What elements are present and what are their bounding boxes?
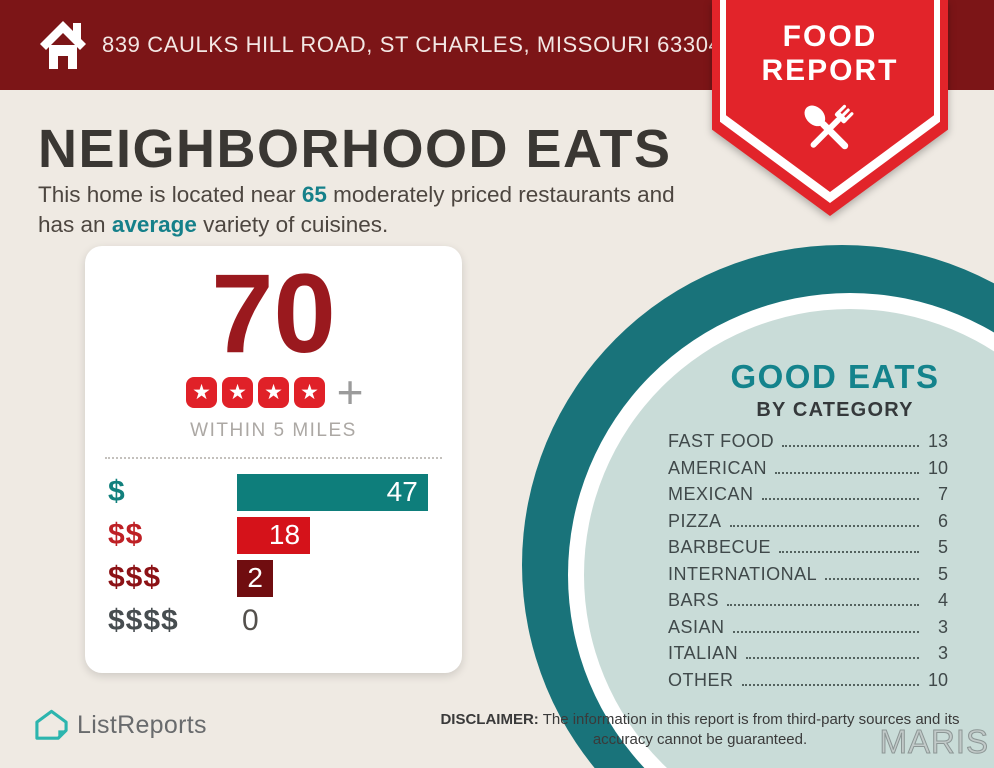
- category-value: 3: [937, 643, 948, 663]
- listreports-house-icon: [35, 709, 68, 740]
- good-eats-subtitle: BY CATEGORY: [756, 399, 914, 421]
- category-label: AMERICAN: [668, 457, 768, 478]
- bar-row: $$ 18: [108, 516, 462, 554]
- good-eats-title: GOOD EATS: [730, 358, 940, 395]
- dotted-leader: [727, 604, 919, 606]
- price-tier-label: $$: [108, 518, 144, 552]
- property-address: 839 CAULKS HILL ROAD, ST CHARLES, MISSOU…: [102, 32, 722, 57]
- radius-label: WITHIN 5 MILES: [190, 419, 357, 441]
- restaurant-count: 65: [301, 182, 327, 207]
- category-value: 10: [927, 457, 948, 478]
- category-row: OTHER 10: [668, 670, 948, 690]
- dotted-leader: [825, 577, 919, 580]
- price-tier-label: $$$$: [108, 604, 179, 638]
- category-row: BARBECUE 5: [668, 537, 948, 557]
- category-row: PIZZA 6: [668, 511, 948, 531]
- bar-row: $$$$ 0: [108, 603, 462, 640]
- disclaimer-text: The information in this report is from t…: [538, 711, 960, 748]
- page-title: NEIGHBORHOOD EATS: [38, 119, 672, 179]
- category-row: BARS 4: [668, 590, 948, 610]
- star-icon: ★: [294, 376, 326, 408]
- dotted-leader: [729, 524, 919, 527]
- category-value: 5: [937, 537, 948, 557]
- bar: 47: [237, 473, 428, 511]
- dotted-leader: [779, 551, 919, 553]
- page-subtitle: This home is located near 65 moderately …: [38, 180, 693, 240]
- star-icon: ★: [222, 376, 254, 408]
- category-value: 10: [927, 669, 948, 690]
- subtitle-text-1: This home is located near: [38, 182, 302, 207]
- category-label: PIZZA: [668, 510, 722, 531]
- listreports-logo: ListReports: [34, 708, 207, 743]
- category-value: 13: [927, 431, 948, 451]
- score-card: 70 ★ ★ ★ ★ + WITHIN 5 MILES $47 $$ 18 $$$ 2 $$$$…: [85, 246, 462, 673]
- good-eats-heading: GOOD EATS BY CATEGORY: [690, 358, 980, 422]
- star-icon: ★: [258, 376, 290, 408]
- star-rating: ★ ★ ★ ★: [184, 376, 328, 408]
- rating-row: ★ ★ ★ ★ +: [85, 366, 462, 418]
- price-tier-label: $$$: [108, 561, 162, 595]
- maris-watermark: MARIS: [879, 723, 989, 761]
- category-label: ITALIAN: [668, 643, 739, 663]
- star-icon: ★: [186, 376, 218, 408]
- dotted-leader: [775, 471, 919, 474]
- variety-highlight: average: [111, 212, 197, 237]
- category-label: BARBECUE: [668, 537, 772, 557]
- category-row: FAST FOOD 13: [668, 431, 948, 451]
- brand-name: ListReports: [77, 711, 207, 739]
- category-label: FAST FOOD: [668, 431, 775, 451]
- bar-value: 2: [247, 562, 263, 594]
- category-value: 7: [937, 484, 948, 504]
- dotted-leader: [761, 498, 919, 500]
- ribbon-title-line1: FOOD: [782, 20, 878, 53]
- divider: [105, 456, 442, 459]
- category-row: ASIAN 3: [668, 617, 948, 637]
- dotted-leader: [732, 630, 919, 633]
- category-value: 6: [937, 510, 948, 531]
- food-report-ribbon: FOOD REPORT: [712, 0, 948, 216]
- ribbon-content: FOOD REPORT: [712, 0, 948, 216]
- ribbon-title-line2: REPORT: [761, 54, 899, 87]
- bar-row: $$$ 2: [108, 559, 462, 597]
- category-label: MEXICAN: [668, 484, 754, 504]
- bar: 18: [237, 516, 311, 554]
- category-value: 4: [937, 590, 948, 610]
- dotted-leader: [782, 445, 919, 447]
- category-row: INTERNATIONAL 5: [668, 564, 948, 584]
- disclaimer-label: DISCLAIMER:: [440, 711, 539, 728]
- category-label: BARS: [668, 590, 720, 610]
- plus-icon: +: [336, 366, 364, 418]
- price-tier-label: $: [108, 475, 126, 509]
- restaurant-score: 70: [211, 251, 336, 376]
- bar: 2: [237, 559, 273, 597]
- bar-value: 18: [268, 519, 301, 551]
- category-row: AMERICAN 10: [668, 458, 948, 478]
- bar-value: 47: [386, 476, 418, 508]
- category-row: MEXICAN 7: [668, 484, 948, 504]
- bar-row: $47: [108, 473, 462, 511]
- category-label: OTHER: [668, 669, 734, 690]
- category-list: FAST FOOD 13 AMERICAN 10 MEXICAN 7 PIZZA 6 BARBE…: [668, 431, 948, 696]
- category-label: ASIAN: [668, 616, 725, 637]
- bar-value: 0: [242, 604, 259, 638]
- category-row: ITALIAN 3: [668, 643, 948, 663]
- dotted-leader: [741, 683, 919, 686]
- price-bar-chart: $47 $$ 18 $$$ 2 $$$$ 0: [85, 473, 462, 640]
- category-label: INTERNATIONAL: [668, 563, 818, 584]
- subtitle-text-2: moderately priced restaurants and has an: [38, 182, 675, 237]
- home-icon: [40, 21, 86, 69]
- dotted-leader: [746, 657, 919, 659]
- disclaimer: DISCLAIMER: The information in this repo…: [430, 710, 970, 749]
- category-value: 3: [937, 616, 948, 637]
- subtitle-text-3: variety of cuisines.: [196, 212, 389, 237]
- spoon-fork-icon: [804, 104, 854, 150]
- category-value: 5: [937, 563, 948, 584]
